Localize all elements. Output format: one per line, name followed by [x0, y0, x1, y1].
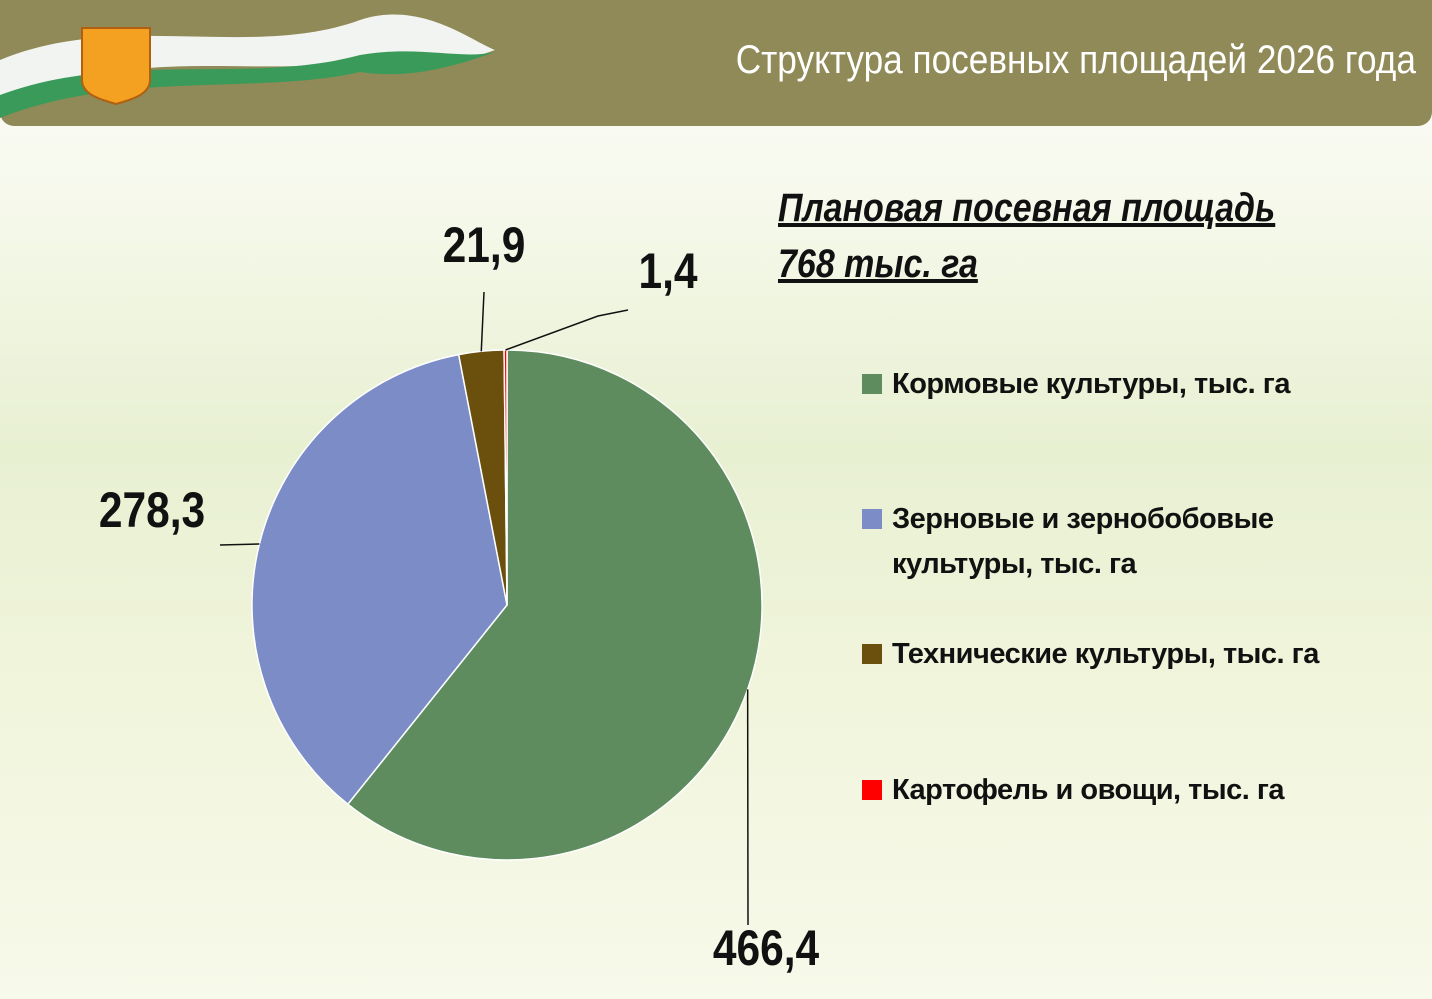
pie-slice: [251, 353, 508, 806]
legend-entry: Картофель и овощи, тыс. га: [862, 768, 1402, 813]
legend-swatch: [862, 374, 882, 394]
leader-line: [219, 543, 260, 546]
legend-swatch: [862, 644, 882, 664]
data-label: 1,4: [638, 243, 697, 299]
subtitle: Плановая посевная площадь 768 тыс. га: [778, 180, 1275, 292]
legend-entry: Технические культуры, тыс. га: [862, 632, 1402, 677]
leader-line: [505, 309, 629, 351]
legend-label: Технические культуры, тыс. га: [892, 638, 1319, 670]
data-label: 21,9: [443, 217, 526, 273]
data-label: 278,3: [99, 482, 205, 538]
legend-label: Зерновые и зернобобовые культуры, тыс. г…: [892, 503, 1274, 580]
flag-graphic: [0, 14, 495, 118]
legend-label: Кормовые культуры, тыс. га: [892, 368, 1290, 400]
leader-line: [480, 291, 485, 352]
pie-slice: [346, 349, 763, 861]
slide-title: Структура посевных площадей 2026 года: [735, 38, 1416, 82]
legend-entry: Кормовые культуры, тыс. га: [862, 362, 1402, 407]
legend-label: Картофель и овощи, тыс. га: [892, 774, 1285, 806]
legend-entry: Зерновые и зернобобовые культуры, тыс. г…: [862, 497, 1402, 587]
data-label: 466,4: [713, 920, 820, 976]
legend-swatch: [862, 780, 882, 800]
legend-swatch: [862, 509, 882, 529]
header-bar: Структура посевных площадей 2026 года: [0, 0, 1432, 126]
subtitle-line: Плановая посевная площадь: [778, 186, 1276, 230]
subtitle-line: 768 тыс. га: [778, 242, 978, 286]
